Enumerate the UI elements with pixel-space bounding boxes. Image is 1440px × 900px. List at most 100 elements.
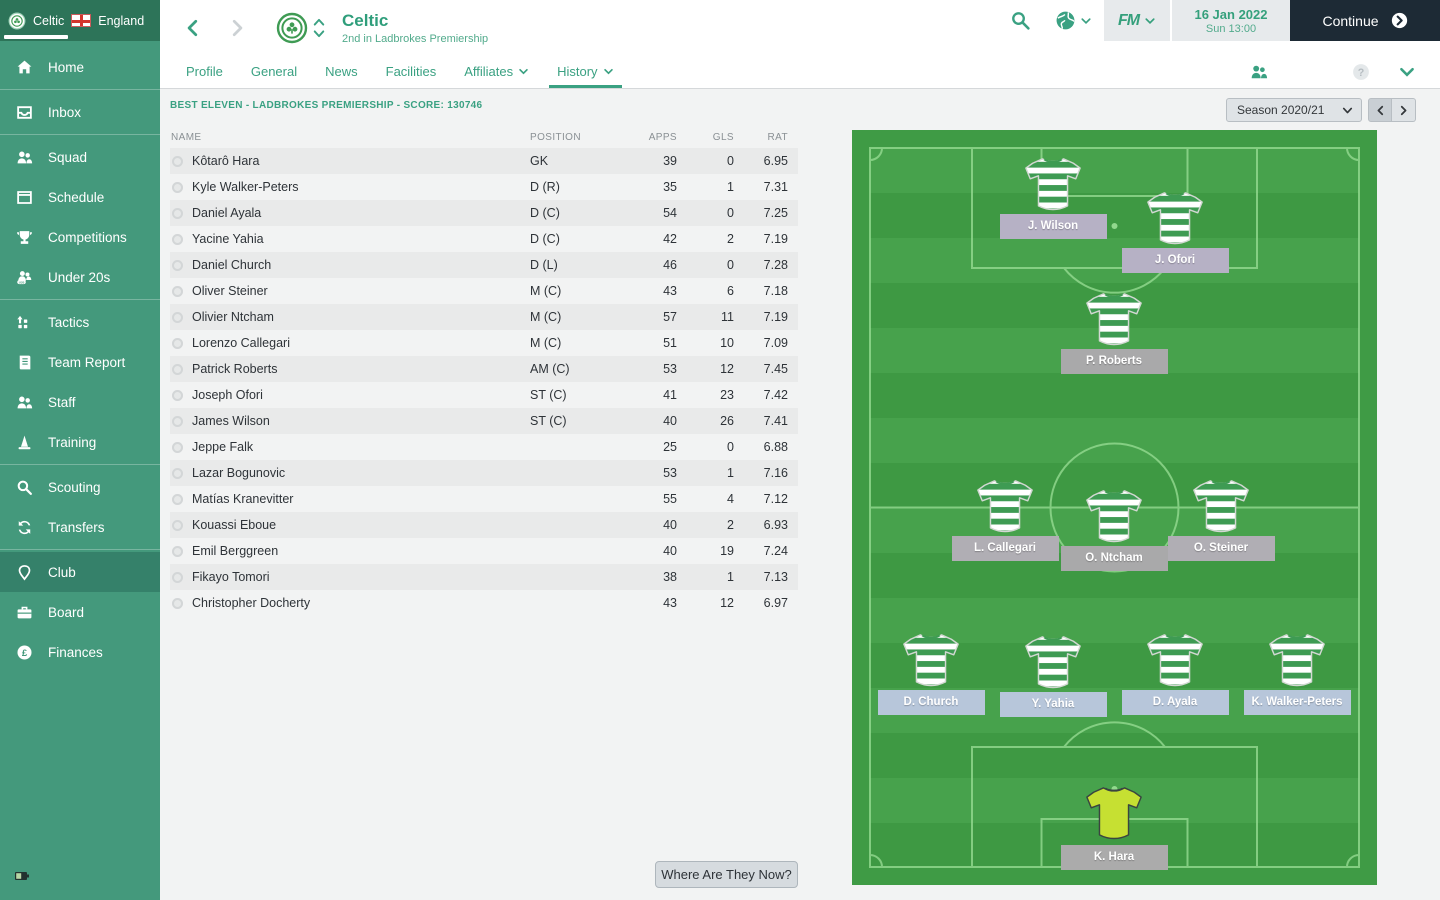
col-header-apps[interactable]: APPS <box>648 131 677 143</box>
player-label-j-wilson[interactable]: J. Wilson <box>999 214 1107 239</box>
goalkeeper-shirt-k-hara[interactable] <box>1083 785 1145 843</box>
sidebar-club-label[interactable]: Celtic <box>33 13 65 28</box>
player-label-d-ayala[interactable]: D. Ayala <box>1121 690 1229 715</box>
player-position-cell: M (C) <box>530 284 562 298</box>
table-row-mat-as-kranevitter[interactable]: Matías Kranevitter 55 4 7.12 <box>170 486 798 512</box>
table-row-christopher-docherty[interactable]: Christopher Docherty 43 12 6.97 <box>170 590 798 616</box>
table-row-lorenzo-callegari[interactable]: Lorenzo Callegari M (C) 51 10 7.09 <box>170 330 798 356</box>
player-shirt-o-steiner[interactable] <box>1190 478 1252 536</box>
player-shirt-k-walker-peters[interactable] <box>1266 632 1328 690</box>
player-shirt-o-ntcham[interactable] <box>1083 488 1145 546</box>
table-row-kouassi-eboue[interactable]: Kouassi Eboue 40 2 6.93 <box>170 512 798 538</box>
col-header-rat[interactable]: RAT <box>767 131 788 143</box>
back-icon[interactable] <box>184 19 202 37</box>
col-header-gls[interactable]: GLS <box>712 131 734 143</box>
celtic-badge-icon[interactable] <box>276 12 308 44</box>
table-row-james-wilson[interactable]: James Wilson ST (C) 40 26 7.41 <box>170 408 798 434</box>
player-shirt-j-wilson[interactable] <box>1022 156 1084 214</box>
season-dropdown[interactable]: Season 2020/21 <box>1226 98 1362 122</box>
player-shirt-j-ofori[interactable] <box>1144 190 1206 248</box>
continue-button[interactable]: Continue <box>1290 0 1440 41</box>
player-label-y-yahia[interactable]: Y. Yahia <box>999 692 1107 717</box>
chevron-down-icon <box>1342 107 1353 113</box>
sidebar-item-home[interactable]: Home <box>0 47 160 87</box>
fm-menu-button[interactable]: FM <box>1104 0 1170 41</box>
player-label-d-church[interactable]: D. Church <box>877 690 985 715</box>
table-row-k-tar-hara[interactable]: Kôtarô Hara GK 39 0 6.95 <box>170 148 798 174</box>
tab-history[interactable]: History <box>543 55 627 88</box>
player-label-l-callegari[interactable]: L. Callegari <box>951 536 1059 561</box>
help-button[interactable]: ? <box>1338 63 1384 81</box>
col-header-name[interactable]: NAME <box>171 131 202 143</box>
player-label-o-steiner[interactable]: O. Steiner <box>1167 536 1275 561</box>
player-label-j-ofori[interactable]: J. Ofori <box>1121 248 1229 273</box>
player-status-icon <box>172 389 183 401</box>
svg-text:?: ? <box>1358 66 1365 78</box>
col-header-position[interactable]: POSITION <box>530 131 581 143</box>
player-label-p-roberts[interactable]: P. Roberts <box>1060 349 1168 374</box>
chevron-down-icon <box>1400 67 1414 77</box>
hooped-kit-icon <box>1086 490 1142 543</box>
tab-profile[interactable]: Profile <box>172 55 237 88</box>
table-row-daniel-ayala[interactable]: Daniel Ayala D (C) 54 0 7.25 <box>170 200 798 226</box>
sidebar-item-schedule[interactable]: Schedule <box>0 177 160 217</box>
table-row-lazar-bogunovic[interactable]: Lazar Bogunovic 53 1 7.16 <box>170 460 798 486</box>
player-shirt-l-callegari[interactable] <box>974 478 1036 536</box>
tab-general[interactable]: General <box>237 55 311 88</box>
table-row-joseph-ofori[interactable]: Joseph Ofori ST (C) 41 23 7.42 <box>170 382 798 408</box>
table-row-fikayo-tomori[interactable]: Fikayo Tomori 38 1 7.13 <box>170 564 798 590</box>
player-apps-cell: 57 <box>663 310 677 324</box>
sidebar-item-finances[interactable]: £ Finances <box>0 632 160 672</box>
player-label-k-walker-peters[interactable]: K. Walker-Peters <box>1243 690 1351 715</box>
season-next-button[interactable] <box>1392 98 1416 122</box>
table-row-olivier-ntcham[interactable]: Olivier Ntcham M (C) 57 11 7.19 <box>170 304 798 330</box>
season-prev-button[interactable] <box>1368 98 1392 122</box>
sidebar-item-squad[interactable]: Squad <box>0 137 160 177</box>
table-row-patrick-roberts[interactable]: Patrick Roberts AM (C) 53 12 7.45 <box>170 356 798 382</box>
sidebar-club-nation-bar[interactable]: Celtic England <box>0 0 160 41</box>
player-shirt-p-roberts[interactable] <box>1083 291 1145 349</box>
sidebar-item-board[interactable]: Board <box>0 592 160 632</box>
sidebar-item-under-20s[interactable]: U20 Under 20s <box>0 257 160 297</box>
forward-icon[interactable] <box>228 19 246 37</box>
sidebar-item-club[interactable]: Club <box>0 552 160 592</box>
player-shirt-y-yahia[interactable] <box>1022 634 1084 692</box>
sidebar-item-staff[interactable]: Staff <box>0 382 160 422</box>
tab-affiliates[interactable]: Affiliates <box>450 55 543 88</box>
season-selector: Season 2020/21 <box>1226 98 1416 122</box>
sidebar-item-competitions[interactable]: Competitions <box>0 217 160 257</box>
table-row-kyle-walker-peters[interactable]: Kyle Walker-Peters D (R) 35 1 7.31 <box>170 174 798 200</box>
player-shirt-d-ayala[interactable] <box>1144 632 1206 690</box>
table-row-daniel-church[interactable]: Daniel Church D (L) 46 0 7.28 <box>170 252 798 278</box>
player-label-o-ntcham[interactable]: O. Ntcham <box>1060 546 1168 571</box>
where-are-they-now-button[interactable]: Where Are They Now? <box>655 861 798 888</box>
sidebar-nation-label[interactable]: England <box>98 13 145 28</box>
player-label-k-hara[interactable]: K. Hara <box>1060 845 1168 870</box>
tab-label: Affiliates <box>464 64 514 79</box>
tab-facilities[interactable]: Facilities <box>372 55 451 88</box>
home-icon <box>17 60 32 73</box>
sidebar-item-scouting[interactable]: Scouting <box>0 467 160 507</box>
sidebar-item-inbox[interactable]: Inbox <box>0 92 160 132</box>
sidebar-item-team-report[interactable]: Team Report <box>0 342 160 382</box>
under-20s-icon: U20 <box>17 270 32 284</box>
game-date[interactable]: 16 Jan 2022 Sun 13:00 <box>1172 0 1290 41</box>
squad-quick-button[interactable] <box>1236 63 1282 81</box>
world-button[interactable] <box>1043 0 1104 41</box>
hooped-kit-icon <box>977 480 1033 533</box>
tab-news[interactable]: News <box>311 55 372 88</box>
team-switcher-icon[interactable] <box>312 16 326 40</box>
squad-icon <box>17 151 33 163</box>
table-row-emil-berggreen[interactable]: Emil Berggreen 40 19 7.24 <box>170 538 798 564</box>
table-row-oliver-steiner[interactable]: Oliver Steiner M (C) 43 6 7.18 <box>170 278 798 304</box>
sidebar-item-transfers[interactable]: Transfers <box>0 507 160 547</box>
search-button[interactable] <box>998 0 1043 41</box>
player-shirt-d-church[interactable] <box>900 632 962 690</box>
table-row-yacine-yahia[interactable]: Yacine Yahia D (C) 42 2 7.19 <box>170 226 798 252</box>
table-row-jeppe-falk[interactable]: Jeppe Falk 25 0 6.88 <box>170 434 798 460</box>
collapse-panel-button[interactable] <box>1384 63 1430 81</box>
sidebar-item-training[interactable]: Training <box>0 422 160 462</box>
player-status-icon <box>172 181 183 193</box>
sidebar-item-tactics[interactable]: Tactics <box>0 302 160 342</box>
